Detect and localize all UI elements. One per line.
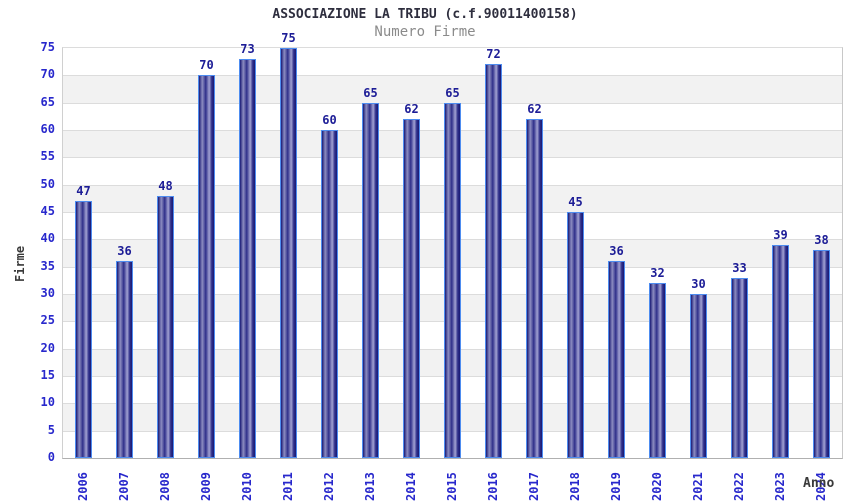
y-tick-label: 10 bbox=[40, 395, 55, 410]
x-tick-label: 2007 bbox=[116, 472, 131, 501]
bar-value-label: 73 bbox=[240, 42, 255, 56]
bar-2012 bbox=[321, 130, 338, 458]
x-tick-label: 2023 bbox=[772, 472, 787, 501]
y-tick-label: 40 bbox=[40, 231, 55, 246]
bar-value-label: 39 bbox=[773, 228, 788, 242]
bar-2007 bbox=[116, 261, 133, 458]
x-tick-label: 2010 bbox=[239, 472, 254, 501]
y-tick-label: 5 bbox=[47, 422, 55, 437]
bar-2019 bbox=[608, 261, 625, 458]
bar-2017 bbox=[526, 119, 543, 458]
y-tick-label: 0 bbox=[47, 450, 55, 464]
chart-subtitle: Numero Firme bbox=[374, 24, 476, 40]
bar-value-label: 38 bbox=[814, 233, 829, 247]
x-tick-label: 2017 bbox=[526, 472, 541, 501]
bar-value-label: 48 bbox=[158, 179, 173, 193]
plot-band bbox=[63, 75, 842, 103]
x-tick-label: 2013 bbox=[362, 472, 377, 501]
y-tick-label: 55 bbox=[40, 149, 55, 164]
y-tick-label: 20 bbox=[40, 340, 55, 355]
bar-2006 bbox=[75, 201, 92, 458]
bar-2022 bbox=[731, 278, 748, 458]
bar-2016 bbox=[485, 64, 502, 458]
y-tick-label: 30 bbox=[40, 286, 55, 300]
bar-2010 bbox=[239, 59, 256, 458]
bar-value-label: 45 bbox=[568, 195, 583, 209]
y-tick-label: 15 bbox=[40, 368, 55, 382]
bar-value-label: 62 bbox=[527, 102, 542, 116]
chart-title: ASSOCIAZIONE LA TRIBU (c.f.90011400158) bbox=[272, 7, 578, 22]
bar-value-label: 62 bbox=[404, 102, 419, 116]
bar-value-label: 65 bbox=[445, 86, 460, 100]
bar-value-label: 47 bbox=[76, 184, 91, 198]
bar-2021 bbox=[690, 294, 707, 458]
bar-value-label: 36 bbox=[609, 244, 624, 258]
bar-2013 bbox=[362, 103, 379, 458]
x-tick-label: 2022 bbox=[731, 472, 746, 501]
bar-2014 bbox=[403, 119, 420, 458]
x-tick-label: 2006 bbox=[75, 472, 90, 501]
x-tick-label: 2018 bbox=[567, 472, 582, 501]
bar-2023 bbox=[772, 245, 789, 458]
y-tick-label: 45 bbox=[40, 204, 55, 218]
x-tick-label: 2009 bbox=[198, 472, 213, 501]
y-tick-label: 70 bbox=[40, 67, 55, 82]
bar-value-label: 65 bbox=[363, 86, 378, 100]
y-tick-label: 65 bbox=[40, 94, 55, 109]
y-tick-label: 75 bbox=[40, 40, 55, 54]
bar-value-label: 60 bbox=[322, 113, 337, 127]
x-tick-label: 2008 bbox=[157, 472, 172, 501]
bar-value-label: 72 bbox=[486, 47, 501, 61]
bar-value-label: 32 bbox=[650, 266, 665, 280]
plot-band bbox=[63, 48, 842, 76]
x-tick-label: 2012 bbox=[321, 472, 336, 501]
x-tick-label: 2021 bbox=[690, 472, 705, 501]
gridline bbox=[63, 75, 842, 77]
bar-value-label: 70 bbox=[199, 58, 214, 72]
x-tick-label: 2015 bbox=[444, 472, 459, 501]
x-tick-label: 2019 bbox=[608, 472, 623, 501]
y-tick-label: 35 bbox=[40, 258, 55, 273]
bar-value-label: 33 bbox=[732, 261, 747, 275]
bar-value-label: 36 bbox=[117, 244, 132, 258]
bar-value-label: 75 bbox=[281, 31, 296, 45]
bar-2008 bbox=[157, 196, 174, 458]
plot-area: 47 36 48 70 73 75 60 65 62 65 72 62 45 36 32 30 33 39 38 bbox=[62, 31, 843, 459]
y-tick-label: 60 bbox=[40, 122, 55, 136]
x-tick-label: 2011 bbox=[280, 472, 295, 501]
y-tick-label: 25 bbox=[40, 313, 55, 328]
bar-2018 bbox=[567, 212, 584, 458]
bar-2015 bbox=[444, 103, 461, 458]
bar-value-label: 30 bbox=[691, 277, 706, 291]
x-tick-label: 2016 bbox=[485, 472, 500, 501]
bar-2024 bbox=[813, 250, 830, 458]
bar-2020 bbox=[649, 283, 666, 458]
x-tick-label: 2020 bbox=[649, 472, 664, 501]
x-axis-label: Anno bbox=[803, 476, 835, 491]
bar-2011 bbox=[280, 48, 297, 458]
x-tick-label: 2014 bbox=[403, 472, 418, 501]
y-tick-label: 50 bbox=[40, 176, 55, 191]
bar-2009 bbox=[198, 75, 215, 458]
